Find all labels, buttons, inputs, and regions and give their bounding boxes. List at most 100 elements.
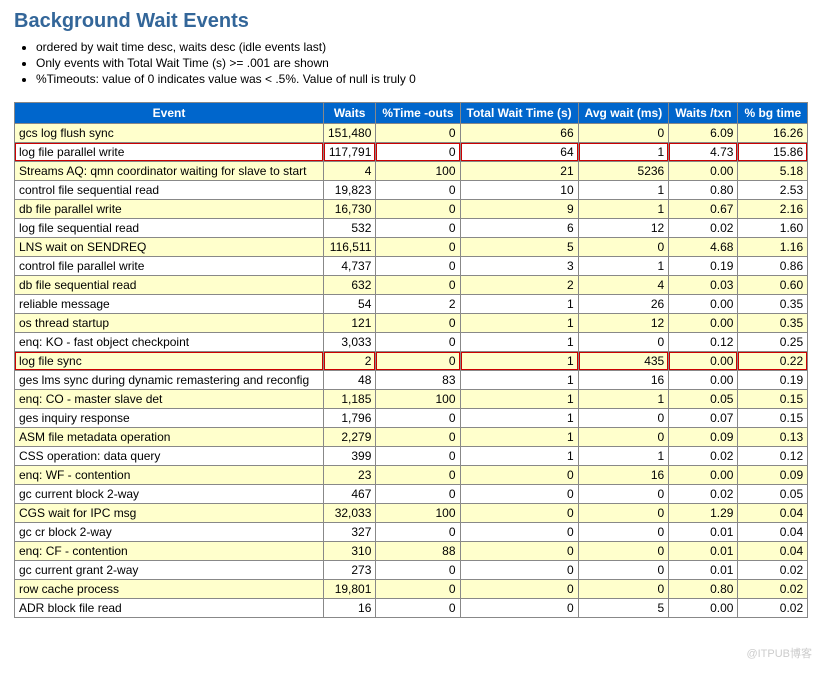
value-cell: 12 [578, 218, 669, 237]
value-cell: 0 [578, 522, 669, 541]
value-cell: 0.22 [738, 351, 808, 370]
value-cell: 116,511 [324, 237, 376, 256]
event-cell: enq: WF - contention [15, 465, 324, 484]
event-cell: enq: KO - fast object checkpoint [15, 332, 324, 351]
table-row: enq: KO - fast object checkpoint3,033010… [15, 332, 808, 351]
event-cell: ASM file metadata operation [15, 427, 324, 446]
value-cell: 0 [578, 484, 669, 503]
value-cell: 9 [460, 199, 578, 218]
value-cell: 0.60 [738, 275, 808, 294]
value-cell: 0.19 [738, 370, 808, 389]
event-cell: db file parallel write [15, 199, 324, 218]
value-cell: 0.00 [669, 161, 738, 180]
value-cell: 0 [376, 218, 460, 237]
table-row: os thread startup12101120.000.35 [15, 313, 808, 332]
value-cell: 0.80 [669, 579, 738, 598]
table-row: log file parallel write117,79106414.7315… [15, 142, 808, 161]
table-row: row cache process19,8010000.800.02 [15, 579, 808, 598]
event-cell: LNS wait on SENDREQ [15, 237, 324, 256]
value-cell: 0.02 [738, 560, 808, 579]
event-cell: row cache process [15, 579, 324, 598]
value-cell: 0.01 [669, 560, 738, 579]
table-row: log file sequential read53206120.021.60 [15, 218, 808, 237]
value-cell: 5 [578, 598, 669, 617]
value-cell: 1.29 [669, 503, 738, 522]
event-cell: gcs log flush sync [15, 123, 324, 142]
value-cell: 5236 [578, 161, 669, 180]
event-cell: os thread startup [15, 313, 324, 332]
value-cell: 0.02 [669, 218, 738, 237]
value-cell: 23 [324, 465, 376, 484]
page-title: Background Wait Events [14, 10, 804, 33]
table-row: ges lms sync during dynamic remastering … [15, 370, 808, 389]
value-cell: 0 [578, 503, 669, 522]
value-cell: 3,033 [324, 332, 376, 351]
value-cell: 0 [460, 579, 578, 598]
value-cell: 0.05 [738, 484, 808, 503]
event-cell: enq: CO - master slave det [15, 389, 324, 408]
value-cell: 1 [578, 256, 669, 275]
value-cell: 6 [460, 218, 578, 237]
value-cell: 0 [376, 522, 460, 541]
value-cell: 0.01 [669, 522, 738, 541]
value-cell: 0 [460, 598, 578, 617]
value-cell: 2 [324, 351, 376, 370]
value-cell: 100 [376, 503, 460, 522]
value-cell: 0 [460, 484, 578, 503]
value-cell: 2 [460, 275, 578, 294]
value-cell: 0.19 [669, 256, 738, 275]
value-cell: 15.86 [738, 142, 808, 161]
value-cell: 4 [578, 275, 669, 294]
event-cell: gc current grant 2-way [15, 560, 324, 579]
value-cell: 2 [376, 294, 460, 313]
value-cell: 399 [324, 446, 376, 465]
value-cell: 0.02 [669, 446, 738, 465]
value-cell: 1,185 [324, 389, 376, 408]
value-cell: 5 [460, 237, 578, 256]
value-cell: 0.02 [669, 484, 738, 503]
value-cell: 273 [324, 560, 376, 579]
value-cell: 0 [376, 560, 460, 579]
value-cell: 0.35 [738, 294, 808, 313]
value-cell: 0 [460, 503, 578, 522]
table-row: ges inquiry response1,7960100.070.15 [15, 408, 808, 427]
value-cell: 16 [324, 598, 376, 617]
value-cell: 117,791 [324, 142, 376, 161]
value-cell: 0.04 [738, 541, 808, 560]
table-row: ADR block file read160050.000.02 [15, 598, 808, 617]
value-cell: 83 [376, 370, 460, 389]
value-cell: 435 [578, 351, 669, 370]
notes-list: ordered by wait time desc, waits desc (i… [36, 39, 804, 88]
value-cell: 1 [460, 446, 578, 465]
value-cell: 54 [324, 294, 376, 313]
value-cell: 0 [376, 332, 460, 351]
value-cell: 0 [376, 598, 460, 617]
column-header: Waits [324, 102, 376, 123]
value-cell: 0.03 [669, 275, 738, 294]
value-cell: 0.07 [669, 408, 738, 427]
value-cell: 1 [460, 351, 578, 370]
value-cell: 0 [376, 142, 460, 161]
column-header: Event [15, 102, 324, 123]
column-header: Avg wait (ms) [578, 102, 669, 123]
value-cell: 1 [460, 313, 578, 332]
value-cell: 16 [578, 370, 669, 389]
table-row: Streams AQ: qmn coordinator waiting for … [15, 161, 808, 180]
value-cell: 0 [376, 465, 460, 484]
value-cell: 19,801 [324, 579, 376, 598]
value-cell: 0 [578, 237, 669, 256]
value-cell: 6.09 [669, 123, 738, 142]
value-cell: 0.15 [738, 408, 808, 427]
table-row: reliable message5421260.000.35 [15, 294, 808, 313]
value-cell: 16,730 [324, 199, 376, 218]
value-cell: 1 [578, 199, 669, 218]
value-cell: 0.13 [738, 427, 808, 446]
event-cell: log file sequential read [15, 218, 324, 237]
value-cell: 0.35 [738, 313, 808, 332]
event-cell: log file parallel write [15, 142, 324, 161]
value-cell: 0.00 [669, 313, 738, 332]
value-cell: 32,033 [324, 503, 376, 522]
value-cell: 0 [578, 579, 669, 598]
value-cell: 467 [324, 484, 376, 503]
value-cell: 0 [376, 427, 460, 446]
